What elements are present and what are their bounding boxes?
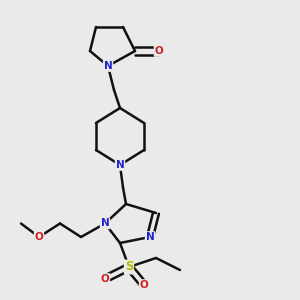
Text: O: O — [140, 280, 148, 290]
Text: N: N — [103, 61, 112, 71]
Text: O: O — [34, 232, 43, 242]
Text: O: O — [100, 274, 109, 284]
Text: N: N — [116, 160, 124, 170]
Text: N: N — [100, 218, 109, 229]
Text: O: O — [154, 46, 164, 56]
Text: S: S — [125, 260, 133, 274]
Text: N: N — [146, 232, 154, 242]
